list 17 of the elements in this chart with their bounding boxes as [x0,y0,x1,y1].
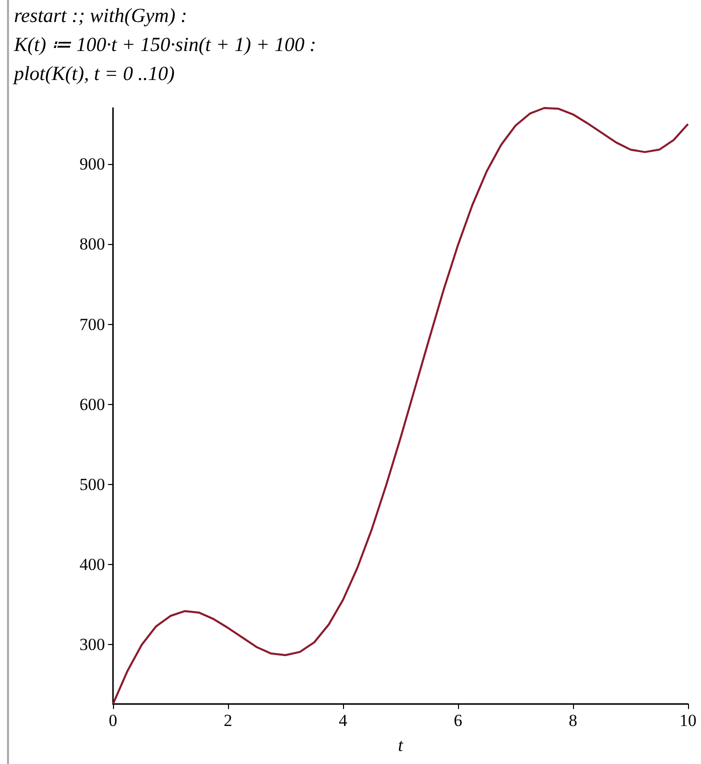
x-tick-label: 2 [224,711,232,730]
x-tick-label: 10 [680,711,696,730]
y-tick-label: 900 [80,154,105,174]
text: K(t) ≔ 100·t + 150·sin(t + 1) + 100 : [14,33,316,58]
text: restart :; with(Gym) : [14,4,188,29]
x-tick-label: 4 [338,711,348,730]
y-tick-label: 300 [80,635,105,654]
y-tick-label: 500 [80,475,105,494]
x-tick-label: 8 [568,711,578,730]
x-tick-label: 0 [108,711,118,730]
y-tick-label: 800 [80,234,105,254]
x-tick-label: 6 [454,711,462,730]
y-tick-label: 600 [80,394,105,414]
y-tick-label: 700 [80,314,105,334]
y-tick-label: 400 [80,555,105,574]
x-axis-title: t [398,735,404,755]
text: plot(K(t), t = 0 ..10) [14,62,176,87]
